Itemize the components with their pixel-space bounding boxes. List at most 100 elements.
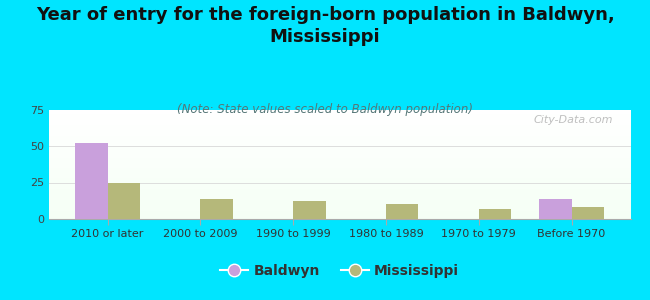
Bar	[49, 198, 630, 199]
Bar	[49, 208, 630, 209]
Bar	[49, 120, 630, 122]
Bar	[49, 147, 630, 148]
Bar	[49, 128, 630, 129]
Bar	[49, 149, 630, 150]
Bar	[49, 216, 630, 217]
Bar	[49, 112, 630, 113]
Bar	[49, 171, 630, 172]
Bar	[49, 153, 630, 154]
Bar	[49, 169, 630, 170]
Bar	[49, 181, 630, 182]
Bar	[49, 129, 630, 130]
Bar	[49, 218, 630, 219]
Bar	[49, 145, 630, 146]
Bar	[49, 111, 630, 112]
Bar	[49, 193, 630, 194]
Bar	[49, 135, 630, 136]
Bar	[49, 199, 630, 200]
Bar	[49, 174, 630, 175]
Bar	[49, 130, 630, 131]
Bar	[49, 178, 630, 180]
Bar	[539, 199, 571, 219]
Bar	[49, 158, 630, 159]
Bar	[479, 209, 512, 219]
Bar	[49, 197, 630, 198]
Text: City-Data.com: City-Data.com	[534, 115, 613, 125]
Bar	[49, 159, 630, 160]
Bar	[49, 122, 630, 123]
Bar	[293, 202, 326, 219]
Bar	[200, 199, 233, 219]
Legend: Baldwyn, Mississippi: Baldwyn, Mississippi	[214, 259, 465, 284]
Bar	[49, 180, 630, 181]
Bar	[49, 162, 630, 163]
Bar	[49, 139, 630, 140]
Bar	[49, 189, 630, 190]
Bar	[49, 175, 630, 176]
Bar	[49, 184, 630, 185]
Bar	[49, 177, 630, 178]
Bar	[571, 207, 604, 219]
Bar	[49, 212, 630, 214]
Bar	[49, 176, 630, 177]
Bar	[49, 150, 630, 151]
Bar	[49, 160, 630, 161]
Bar	[49, 140, 630, 141]
Text: Year of entry for the foreign-born population in Baldwyn,
Mississippi: Year of entry for the foreign-born popul…	[36, 6, 614, 46]
Bar	[49, 110, 630, 111]
Bar	[49, 137, 630, 138]
Bar	[49, 155, 630, 157]
Bar	[49, 157, 630, 158]
Bar	[49, 142, 630, 143]
Bar	[49, 127, 630, 128]
Bar	[49, 114, 630, 115]
Bar	[49, 113, 630, 114]
Bar	[49, 214, 630, 216]
Bar	[49, 118, 630, 119]
Bar	[49, 185, 630, 186]
Bar	[49, 195, 630, 196]
Bar	[49, 170, 630, 171]
Bar	[49, 125, 630, 126]
Bar	[49, 190, 630, 192]
Bar	[49, 116, 630, 117]
Bar	[49, 119, 630, 120]
Bar	[49, 187, 630, 188]
Bar	[49, 202, 630, 203]
Bar	[49, 204, 630, 205]
Bar	[75, 143, 108, 219]
Bar	[49, 173, 630, 174]
Bar	[49, 148, 630, 149]
Bar	[49, 154, 630, 155]
Bar	[49, 205, 630, 206]
Bar	[386, 204, 419, 219]
Bar	[49, 115, 630, 116]
Bar	[49, 117, 630, 118]
Bar	[49, 138, 630, 139]
Bar	[49, 196, 630, 197]
Bar	[49, 151, 630, 152]
Text: (Note: State values scaled to Baldwyn population): (Note: State values scaled to Baldwyn po…	[177, 103, 473, 116]
Bar	[49, 172, 630, 173]
Bar	[49, 194, 630, 195]
Bar	[49, 202, 630, 204]
Bar	[49, 192, 630, 193]
Bar	[49, 182, 630, 183]
Bar	[49, 133, 630, 134]
Bar	[49, 126, 630, 127]
Bar	[49, 152, 630, 153]
Bar	[108, 182, 140, 219]
Bar	[49, 209, 630, 210]
Bar	[49, 186, 630, 187]
Bar	[49, 143, 630, 145]
Bar	[49, 183, 630, 184]
Bar	[49, 123, 630, 124]
Bar	[49, 141, 630, 142]
Bar	[49, 134, 630, 135]
Bar	[49, 161, 630, 162]
Bar	[49, 165, 630, 166]
Bar	[49, 163, 630, 164]
Bar	[49, 124, 630, 125]
Bar	[49, 164, 630, 165]
Bar	[49, 210, 630, 211]
